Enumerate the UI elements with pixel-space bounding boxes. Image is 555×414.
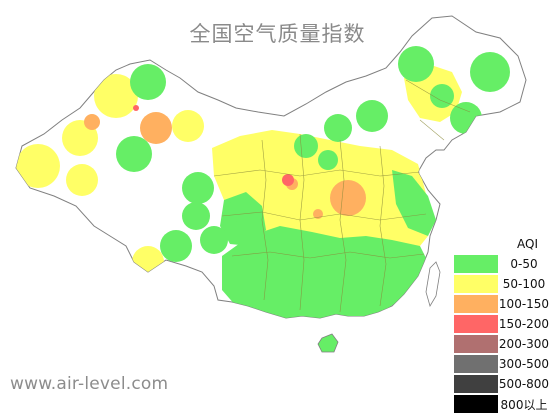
legend-label: 200-300	[498, 337, 550, 351]
legend-swatch	[454, 395, 498, 413]
map-title: 全国空气质量指数	[189, 22, 366, 46]
aqi-zone-usg-1	[140, 112, 172, 144]
legend-title: AQI	[517, 237, 538, 251]
legend-swatch	[454, 335, 498, 353]
aqi-zone-good-xj-4	[182, 202, 210, 230]
legend-swatch	[454, 255, 498, 273]
legend-swatch	[454, 315, 498, 333]
taiwan-island	[425, 261, 441, 307]
legend-swatch	[454, 375, 498, 393]
legend-row: 200-300	[454, 334, 550, 354]
legend-row: 100-150	[454, 294, 550, 314]
aqi-zone-good-xj-6	[200, 226, 228, 254]
legend-label: 50-100	[502, 277, 546, 291]
aqi-zone-good-xj-5	[160, 230, 192, 262]
legend-row: 800以上	[454, 394, 550, 414]
province-borders	[213, 79, 471, 313]
china-aqi-map	[15, 15, 527, 353]
aqi-zone-moderate-xj-6	[132, 246, 164, 278]
legend-swatch	[454, 275, 498, 293]
legend-row: 500-800	[454, 374, 550, 394]
legend-swatch	[454, 295, 498, 313]
hainan-island	[317, 333, 339, 353]
legend-label: 0-50	[510, 257, 538, 271]
legend-row: 150-200	[454, 314, 550, 334]
legend-label: 500-800	[498, 377, 550, 391]
legend-row: 0-50	[454, 254, 550, 274]
aqi-zone-good-eastcoast	[392, 170, 436, 236]
legend-row: 300-500	[454, 354, 550, 374]
legend-swatch	[454, 355, 498, 373]
aqi-zone-usg-3	[330, 180, 366, 216]
legend-label: 800以上	[500, 397, 548, 412]
legend-row: 50-100	[454, 274, 550, 294]
legend-label: 100-150	[498, 297, 550, 311]
aqi-zone-unhealthy-2	[133, 105, 139, 111]
site-watermark: www.air-level.com	[10, 374, 169, 394]
aqi-zone-moderate-central	[212, 130, 430, 262]
legend-label: 300-500	[498, 357, 550, 371]
aqi-zone-usg-4	[313, 209, 323, 219]
aqi-zone-good-xj-1	[130, 64, 166, 100]
aqi-zone-unhealthy-1	[282, 174, 294, 186]
aqi-zone-usg-2	[84, 114, 100, 130]
aqi-zone-good-ne-1	[398, 46, 434, 82]
aqi-zone-good-n-4	[318, 150, 338, 170]
aqi-zone-moderate-xj-3	[66, 164, 98, 196]
aqi-zone-good-ne-3	[450, 102, 482, 134]
aqi-zone-moderate-xj-4	[94, 74, 138, 118]
aqi-zone-good-ne-2	[470, 52, 510, 92]
aqi-zone-good-ne-4	[430, 84, 454, 108]
aqi-legend: AQI 0-50 50-100 100-150 150-200 200-300 300-5…	[454, 235, 550, 414]
aqi-zone-moderate-xj-5	[172, 110, 204, 142]
legend-rows: 0-50 50-100 100-150 150-200 200-300 300-500 50…	[454, 254, 550, 414]
aqi-zone-good-n-2	[324, 114, 352, 142]
aqi-zone-good-n-1	[356, 100, 388, 132]
aqi-zone-good-south	[222, 226, 428, 318]
aqi-zone-moderate-xj-1	[16, 144, 60, 188]
legend-label: 150-200	[498, 317, 550, 331]
aqi-zone-good-n-3	[294, 134, 318, 158]
aqi-zone-good-xj-2	[116, 136, 152, 172]
aqi-zone-good-xj-3	[182, 172, 214, 204]
aqi-zone-good-xj-7	[228, 198, 252, 222]
